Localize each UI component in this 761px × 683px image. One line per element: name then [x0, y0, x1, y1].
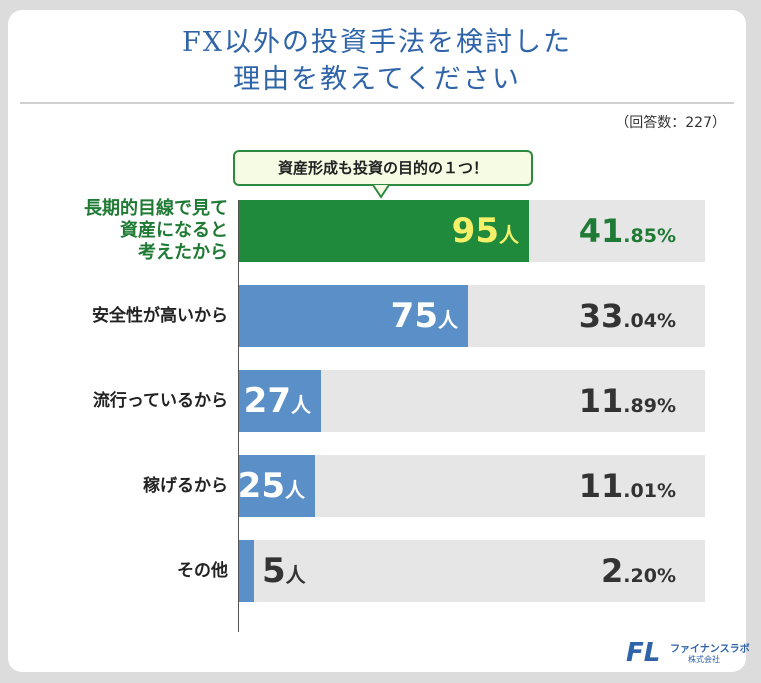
chart-card: FX以外の投資手法を検討した 理由を教えてください （回答数：227） 資産形成… [8, 10, 750, 672]
title-line-2: 理由を教えてください [233, 64, 521, 95]
bar-count-label: 25人 [238, 455, 305, 517]
bar-count-unit: 人 [499, 223, 519, 247]
bar-count-label: 5人 [262, 540, 306, 602]
category-label: 安全性が高いから [28, 305, 228, 327]
bar-count-label: 95人 [452, 200, 519, 262]
percent-decimal: .20% [623, 565, 676, 587]
bar [239, 455, 315, 517]
callout-tail [373, 185, 389, 199]
category-label: その他 [28, 560, 228, 582]
bar-count-label: 75人 [391, 285, 458, 347]
percent-integer: 33 [578, 297, 624, 335]
percent-label: 33.04% [579, 285, 676, 347]
bar-count-value: 5 [262, 551, 286, 591]
title-line-1: FX以外の投資手法を検討した [182, 27, 572, 58]
logo-mark-icon: FL [626, 638, 660, 668]
percent-decimal: .89% [623, 395, 676, 417]
title-divider [20, 102, 734, 104]
percent-integer: 41 [578, 212, 624, 250]
percent-label: 11.01% [579, 455, 676, 517]
company-logo: FL ファイナンスラボ 株式会社 [626, 632, 750, 672]
bar-count-value: 95 [451, 211, 499, 251]
bar-count-unit: 人 [285, 563, 306, 587]
percent-integer: 11 [578, 467, 624, 505]
percent-integer: 2 [601, 552, 624, 590]
category-label-line: その他 [177, 561, 228, 581]
bar [239, 285, 468, 347]
category-label: 流行っているから [28, 390, 228, 412]
callout-box: 資産形成も投資の目的の１つ！ [233, 150, 533, 186]
percent-decimal: .01% [623, 480, 676, 502]
percent-integer: 11 [578, 382, 624, 420]
category-label: 稼げるから [28, 475, 228, 497]
logo-company: 株式会社 [688, 655, 720, 664]
bar-count-value: 27 [243, 381, 291, 421]
bar [239, 370, 321, 432]
category-label-line: 考えたから [138, 242, 228, 263]
bar-count-label: 27人 [244, 370, 311, 432]
percent-label: 11.89% [579, 370, 676, 432]
category-label-line: 流行っているから [92, 391, 228, 411]
category-label: 長期的目線で見て 資産になると 考えたから [28, 198, 228, 264]
category-label-line: 安全性が高いから [92, 306, 228, 326]
category-label-line: 稼げるから [143, 476, 228, 496]
percent-label: 2.20% [601, 540, 676, 602]
bar-count-value: 75 [390, 296, 438, 336]
percent-label: 41.85% [579, 200, 676, 262]
bar-count-unit: 人 [291, 393, 311, 417]
category-label-line: 資産になると [120, 220, 228, 241]
percent-decimal: .85% [623, 225, 676, 247]
bar-count-unit: 人 [285, 478, 305, 502]
logo-name: ファイナンスラボ [670, 644, 750, 655]
bar-count-value: 25 [237, 466, 285, 506]
svg-text:FL: FL [626, 638, 660, 668]
bar [239, 200, 529, 262]
category-label-line: 長期的目線で見て [84, 198, 228, 219]
chart-title: FX以外の投資手法を検討した 理由を教えてください [8, 24, 746, 98]
bar-count-unit: 人 [438, 308, 458, 332]
percent-decimal: .04% [623, 310, 676, 332]
bar-track [239, 455, 705, 517]
bar [239, 540, 254, 602]
bar-track [239, 540, 705, 602]
response-count: （回答数：227） [615, 115, 726, 131]
y-axis-line [238, 200, 239, 632]
